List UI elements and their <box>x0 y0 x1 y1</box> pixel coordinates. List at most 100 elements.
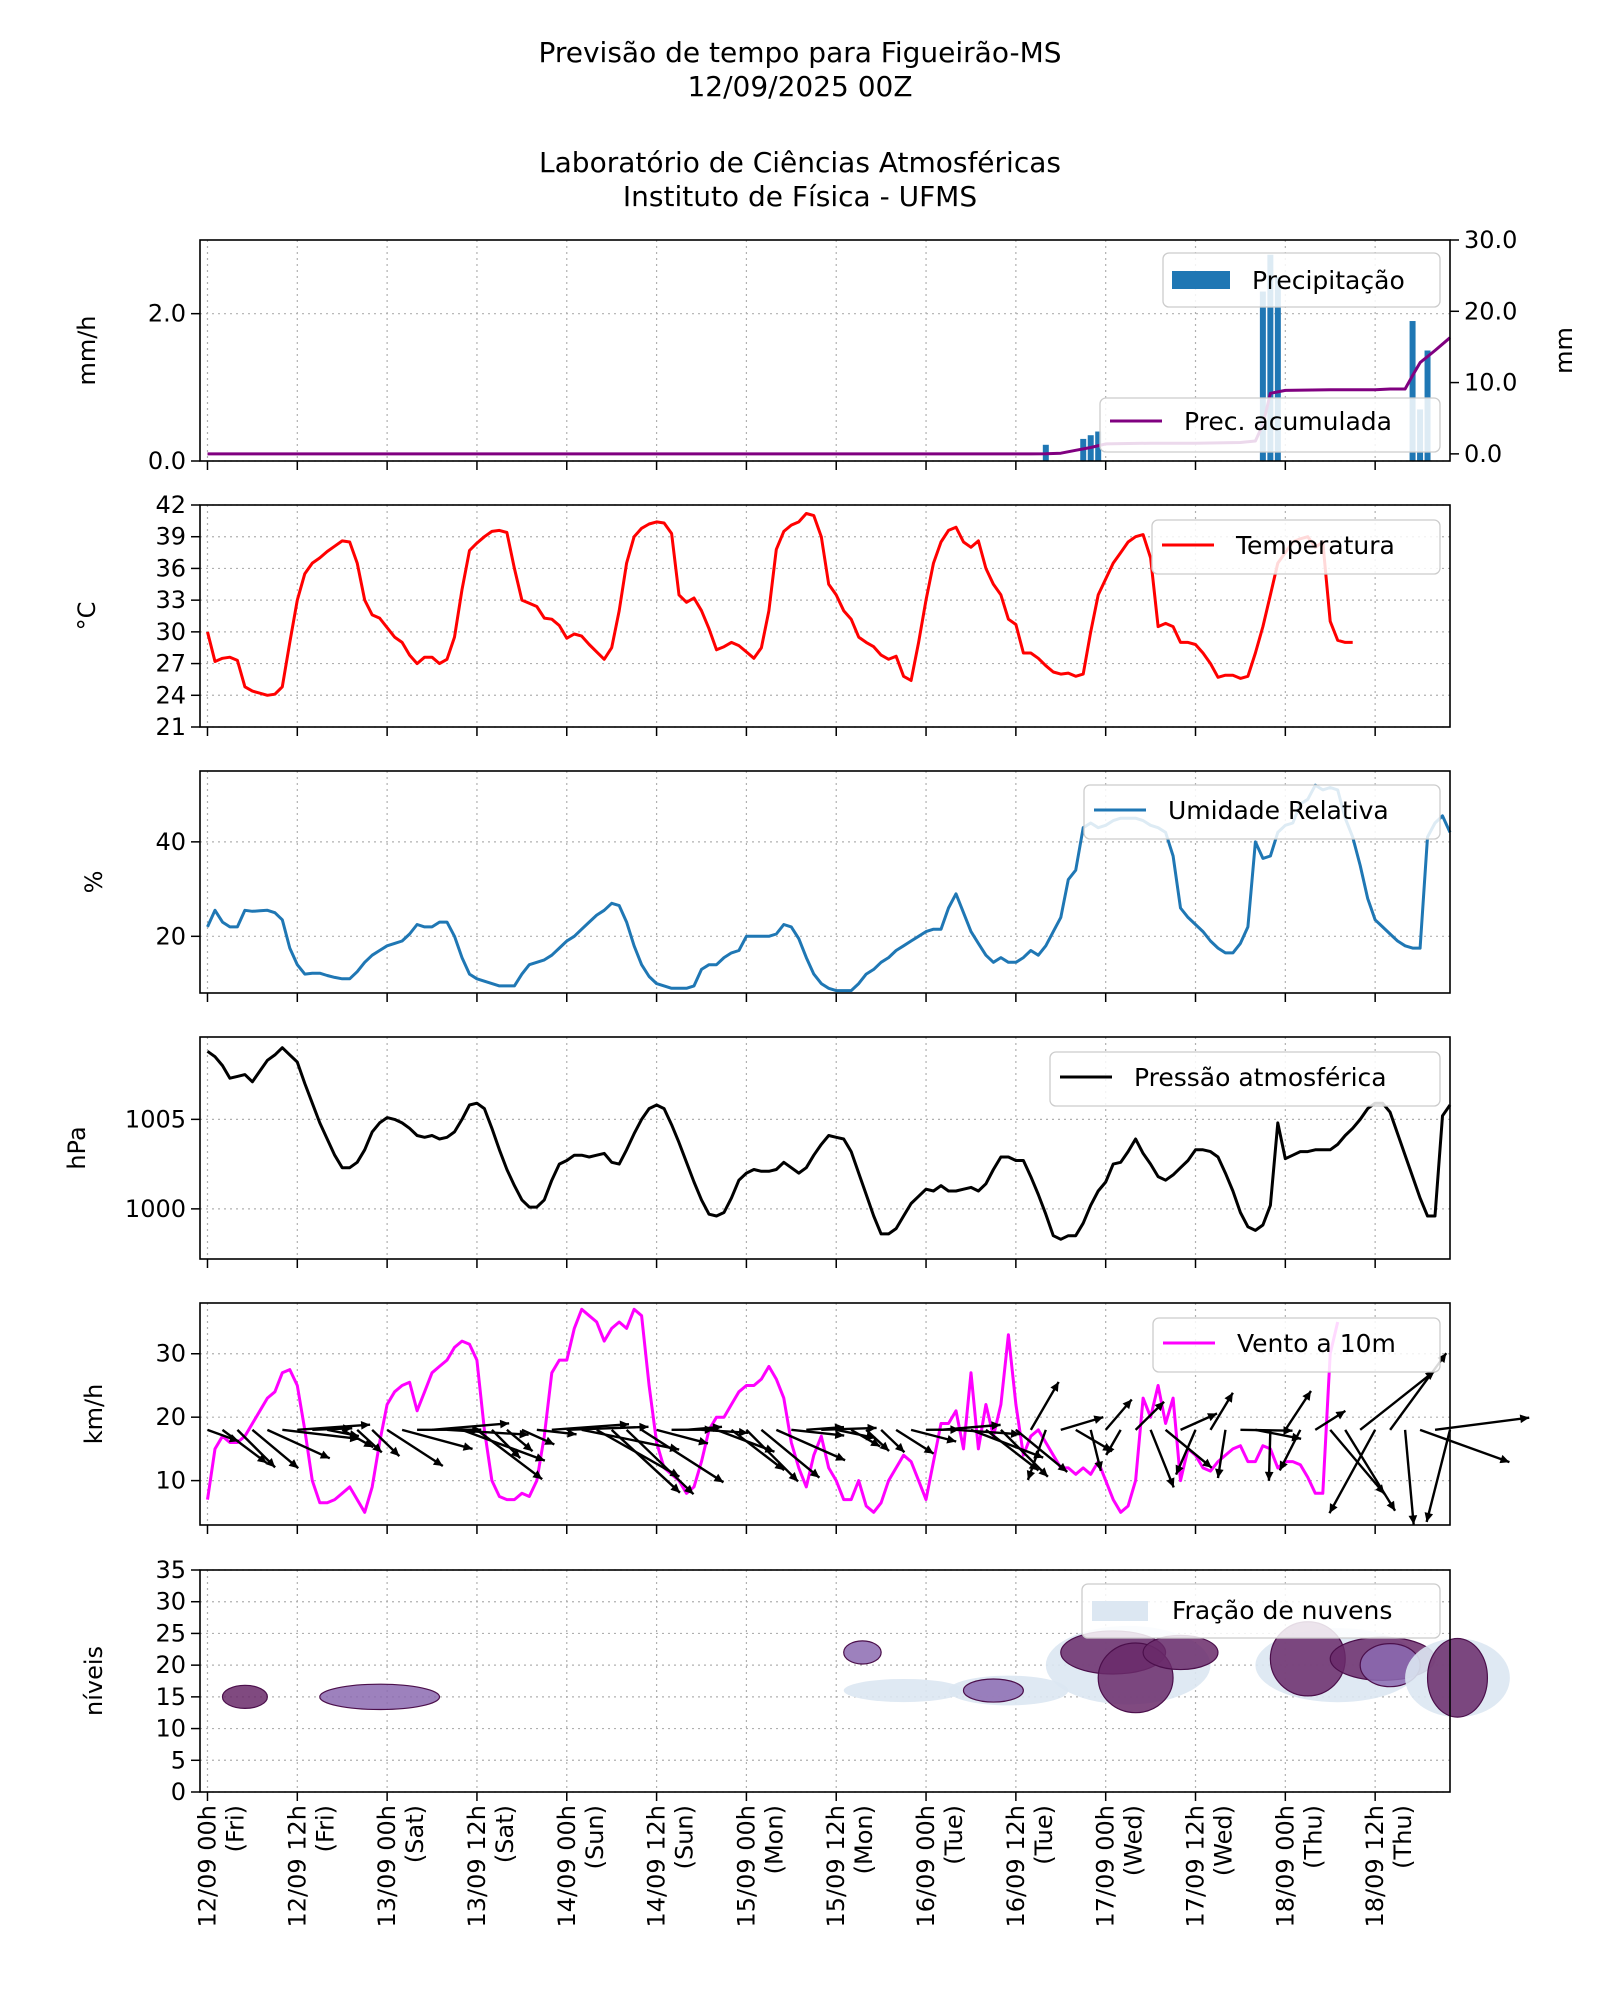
chart-title-line2: 12/09/2025 00Z <box>687 70 913 103</box>
wind-arrow-108 <box>1015 1428 1069 1473</box>
y-right-tick-label-1: 10.0 <box>1464 369 1517 397</box>
y-tick-label-1-7: 42 <box>155 491 186 519</box>
wind-arrowhead-88 <box>879 1441 890 1452</box>
legend-pressure-box <box>1049 1051 1441 1107</box>
wind-speed-line <box>206 1307 1340 1514</box>
x-tick-label-13: 18/09 12h <box>1361 1805 1389 1928</box>
wind-arrowhead-48 <box>639 1422 649 1432</box>
wind-arrowhead-32 <box>519 1429 529 1439</box>
precip-bar-5 <box>1267 254 1274 461</box>
wind-arrow-154 <box>1359 1370 1436 1431</box>
wind-arrowhead-6 <box>288 1459 299 1469</box>
legend-cloud-swatch <box>1092 1601 1148 1621</box>
x-tick-label-11: 17/09 12h <box>1182 1805 1210 1928</box>
wind-arrowhead-42 <box>544 1436 555 1445</box>
wind-arrowhead-2 <box>256 1454 267 1464</box>
cloud-fraction-area-15 <box>1426 1637 1489 1718</box>
wind-arrow-102 <box>970 1428 1044 1459</box>
wind-arrowhead-124 <box>1154 1401 1165 1412</box>
chart-title-line4: Instituto de Física - UFMS <box>622 180 978 213</box>
x-tick-label-0: 12/09 00h <box>193 1805 221 1928</box>
wind-arrow-82 <box>821 1426 877 1432</box>
wind-arrow-46 <box>551 1423 630 1432</box>
y-tick-label-5-3: 15 <box>155 1683 186 1711</box>
x-tick-label-1: 12/09 12h <box>283 1805 311 1928</box>
x-tick-day-12: (Thu) <box>1299 1805 1327 1869</box>
wind-arrowhead-30 <box>499 1419 510 1429</box>
panel-frame-0 <box>199 239 1451 462</box>
wind-arrow-12 <box>297 1423 371 1432</box>
wind-arrowhead-118 <box>1094 1461 1103 1471</box>
wind-arrow-36 <box>476 1428 543 1481</box>
wind-arrowhead-8 <box>319 1450 330 1459</box>
panel-frame-3 <box>199 1036 1451 1260</box>
wind-arrow-104 <box>985 1428 1040 1472</box>
legend-humidity-box <box>1083 784 1441 840</box>
x-tick-day-10: (Wed) <box>1120 1805 1148 1876</box>
y-tick-label-2-1: 40 <box>155 828 186 856</box>
wind-arrowhead-66 <box>738 1427 749 1437</box>
wind-arrow-156 <box>1328 1429 1377 1514</box>
wind-arrow-8 <box>266 1428 331 1460</box>
wind-arrowhead-134 <box>1224 1392 1233 1403</box>
legend-humidity-label: Umidade Relativa <box>1168 796 1389 825</box>
wind-arrowhead-156 <box>1329 1503 1338 1514</box>
wind-arrowhead-152 <box>1386 1500 1396 1511</box>
wind-arrow-128 <box>1164 1428 1213 1469</box>
legend-accum-label: Prec. acumulada <box>1184 407 1392 436</box>
wind-arrowhead-44 <box>567 1429 577 1438</box>
wind-arrowhead-22 <box>389 1446 400 1457</box>
legend-accum-box <box>1099 397 1441 453</box>
legend-wind-label: Vento a 10m <box>1237 1329 1396 1358</box>
wind-arrow-106 <box>1000 1429 1049 1478</box>
wind-arrowhead-4 <box>265 1457 276 1468</box>
cloud-fraction-area-5 <box>962 1678 1024 1703</box>
x-tick-day-4: (Sun) <box>581 1805 609 1869</box>
wind-arrows <box>207 1352 1530 1525</box>
wind-arrowhead-78 <box>834 1430 845 1439</box>
wind-arrow-26 <box>401 1428 473 1451</box>
x-tick-label-7: 15/09 12h <box>822 1805 850 1928</box>
wind-arrow-54 <box>610 1428 681 1494</box>
chart-title-line3: Laboratório de Ciências Atmosféricas <box>539 146 1061 179</box>
y-tick-label-1-6: 39 <box>155 523 186 551</box>
wind-arrowhead-18 <box>363 1439 374 1448</box>
wind-arrow-6 <box>251 1428 300 1470</box>
x-tick-day-3: (Sat) <box>491 1805 519 1863</box>
y-tick-label-4-1: 20 <box>155 1403 186 1431</box>
x-tick-label-10: 17/09 00h <box>1092 1805 1120 1928</box>
x-tick-day-1: (Fri) <box>311 1805 339 1852</box>
wind-arrowhead-82 <box>867 1423 877 1433</box>
wind-arrowhead-60 <box>698 1436 709 1446</box>
wind-arrow-126 <box>1149 1429 1175 1488</box>
y-tick-label-3-1: 1005 <box>125 1105 186 1133</box>
y-right-axis-label: mm <box>1550 327 1578 374</box>
wind-arrow-74 <box>760 1428 821 1479</box>
wind-arrow-58 <box>640 1428 725 1484</box>
wind-arrowhead-166 <box>1424 1512 1434 1522</box>
x-tick-day-6: (Mon) <box>760 1805 788 1874</box>
wind-arrowhead-86 <box>870 1438 881 1447</box>
wind-arrowhead-34 <box>534 1453 545 1462</box>
wind-arrow-164 <box>1434 1416 1530 1432</box>
wind-arrowhead-74 <box>809 1468 820 1478</box>
wind-arrowhead-132 <box>1175 1464 1184 1475</box>
wind-arrow-70 <box>730 1428 785 1472</box>
y-tick-label-5-4: 20 <box>155 1651 186 1679</box>
humidity-line <box>206 783 1452 993</box>
x-tick-label-9: 16/09 12h <box>1002 1805 1030 1928</box>
wind-arrowhead-120 <box>1122 1399 1132 1410</box>
y-axis-label-4: km/h <box>80 1384 108 1445</box>
x-tick-label-4: 14/09 00h <box>553 1805 581 1928</box>
x-tick-day-13: (Thu) <box>1389 1805 1417 1869</box>
y-tick-label-5-1: 5 <box>171 1746 186 1774</box>
x-tick-day-5: (Sun) <box>671 1805 699 1869</box>
temperature-line <box>206 512 1353 697</box>
wind-arrow-110 <box>1029 1381 1060 1431</box>
wind-arrowhead-56 <box>684 1484 694 1495</box>
wind-arrowhead-92 <box>923 1445 934 1454</box>
wind-arrow-160 <box>1403 1429 1415 1525</box>
cloud-fraction-area-1 <box>319 1683 441 1711</box>
y-tick-label-4-2: 30 <box>155 1340 186 1368</box>
